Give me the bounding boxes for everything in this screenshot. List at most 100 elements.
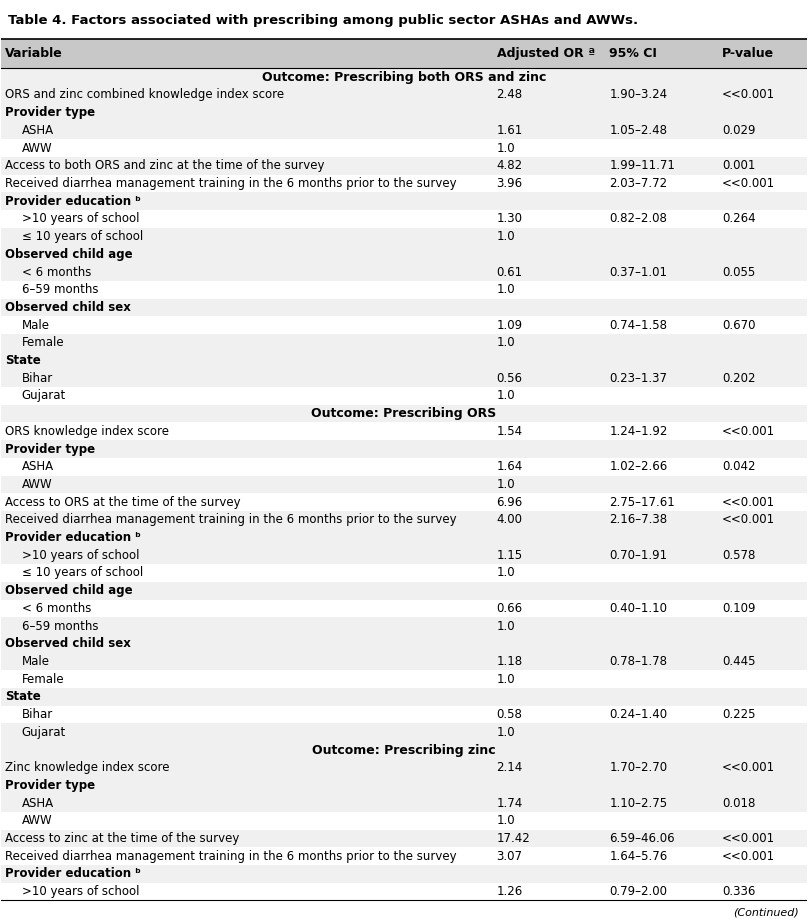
Bar [2,210,806,228]
Text: 2.48: 2.48 [497,88,523,101]
Text: 0.70–1.91: 0.70–1.91 [609,549,667,562]
Text: 2.75–17.61: 2.75–17.61 [609,495,675,508]
Text: Provider type: Provider type [6,107,95,119]
Text: 0.58: 0.58 [497,709,523,721]
Text: Gujarat: Gujarat [22,390,65,403]
Bar [2,723,806,741]
Bar [2,316,806,334]
Text: 1.0: 1.0 [497,619,516,632]
Text: 1.09: 1.09 [497,319,523,332]
Text: ASHA: ASHA [22,797,53,810]
Text: 0.042: 0.042 [722,460,755,473]
Text: <<0.001: <<0.001 [722,425,775,437]
Text: 0.109: 0.109 [722,602,755,615]
Text: < 6 months: < 6 months [22,266,90,278]
Text: 1.18: 1.18 [497,655,523,668]
Bar [2,440,806,458]
Text: 0.336: 0.336 [722,885,755,898]
Text: Female: Female [22,673,64,686]
Text: Zinc knowledge index score: Zinc knowledge index score [6,761,170,774]
Bar [2,245,806,263]
Text: 0.24–1.40: 0.24–1.40 [609,709,667,721]
Text: 0.66: 0.66 [497,602,523,615]
Bar [2,494,806,511]
Text: 0.225: 0.225 [722,709,755,721]
Text: ASHA: ASHA [22,124,53,137]
Bar [2,121,806,140]
Text: 1.10–2.75: 1.10–2.75 [609,797,667,810]
Text: < 6 months: < 6 months [22,602,90,615]
Text: 1.0: 1.0 [497,390,516,403]
Text: 0.37–1.01: 0.37–1.01 [609,266,667,278]
Bar [2,670,806,688]
Text: 1.64: 1.64 [497,460,523,473]
Text: State: State [6,690,41,703]
Text: 1.15: 1.15 [497,549,523,562]
Text: 1.0: 1.0 [497,566,516,580]
Text: 0.82–2.08: 0.82–2.08 [609,212,667,225]
Bar [2,387,806,404]
Text: <<0.001: <<0.001 [722,177,775,190]
Text: Variable: Variable [6,48,63,61]
Text: Access to zinc at the time of the survey: Access to zinc at the time of the survey [6,832,240,845]
Text: Provider type: Provider type [6,443,95,456]
Bar [2,618,806,635]
Bar [2,68,806,86]
Text: 1.0: 1.0 [497,142,516,154]
Text: 3.96: 3.96 [497,177,523,190]
Text: >10 years of school: >10 years of school [22,549,139,562]
Text: Bihar: Bihar [22,371,53,385]
Text: Received diarrhea management training in the 6 months prior to the survey: Received diarrhea management training in… [6,514,457,527]
Bar [2,476,806,494]
Text: Provider education ᵇ: Provider education ᵇ [6,195,141,208]
Text: Access to both ORS and zinc at the time of the survey: Access to both ORS and zinc at the time … [6,159,325,172]
Text: <<0.001: <<0.001 [722,88,775,101]
Text: Observed child sex: Observed child sex [6,637,131,651]
Text: Provider education ᵇ: Provider education ᵇ [6,868,141,880]
Text: Male: Male [22,319,49,332]
Text: 0.029: 0.029 [722,124,755,137]
Text: Received diarrhea management training in the 6 months prior to the survey: Received diarrhea management training in… [6,177,457,190]
Bar [2,812,806,830]
Text: 0.445: 0.445 [722,655,755,668]
Text: Observed child age: Observed child age [6,248,133,261]
Text: 1.26: 1.26 [497,885,523,898]
Text: 0.40–1.10: 0.40–1.10 [609,602,667,615]
Text: 0.23–1.37: 0.23–1.37 [609,371,667,385]
Text: ≤ 10 years of school: ≤ 10 years of school [22,230,143,244]
Text: Received diarrhea management training in the 6 months prior to the survey: Received diarrhea management training in… [6,850,457,863]
Text: 0.61: 0.61 [497,266,523,278]
Bar [2,547,806,564]
Text: 1.0: 1.0 [497,726,516,739]
Bar [2,830,806,847]
Bar [2,352,806,369]
Text: Male: Male [22,655,49,668]
Text: Observed child age: Observed child age [6,584,133,597]
Text: 0.79–2.00: 0.79–2.00 [609,885,667,898]
Text: 1.02–2.66: 1.02–2.66 [609,460,667,473]
Bar [2,192,806,210]
Text: Outcome: Prescribing ORS: Outcome: Prescribing ORS [311,407,497,420]
Text: 0.018: 0.018 [722,797,755,810]
Text: Access to ORS at the time of the survey: Access to ORS at the time of the survey [6,495,241,508]
Bar [2,334,806,352]
Text: <<0.001: <<0.001 [722,850,775,863]
Text: >10 years of school: >10 years of school [22,212,139,225]
Bar [2,511,806,528]
Bar [2,281,806,299]
Text: <<0.001: <<0.001 [722,761,775,774]
Text: 0.578: 0.578 [722,549,755,562]
Text: 4.00: 4.00 [497,514,523,527]
Bar [2,883,806,901]
Text: Female: Female [22,336,64,349]
Bar [2,104,806,121]
Text: 6.59–46.06: 6.59–46.06 [609,832,675,845]
Text: 1.05–2.48: 1.05–2.48 [609,124,667,137]
Text: 2.14: 2.14 [497,761,523,774]
Text: 1.64–5.76: 1.64–5.76 [609,850,667,863]
Text: 2.03–7.72: 2.03–7.72 [609,177,667,190]
Text: AWW: AWW [22,142,53,154]
Text: 6–59 months: 6–59 months [22,283,98,296]
Text: 0.202: 0.202 [722,371,755,385]
Bar [2,582,806,599]
